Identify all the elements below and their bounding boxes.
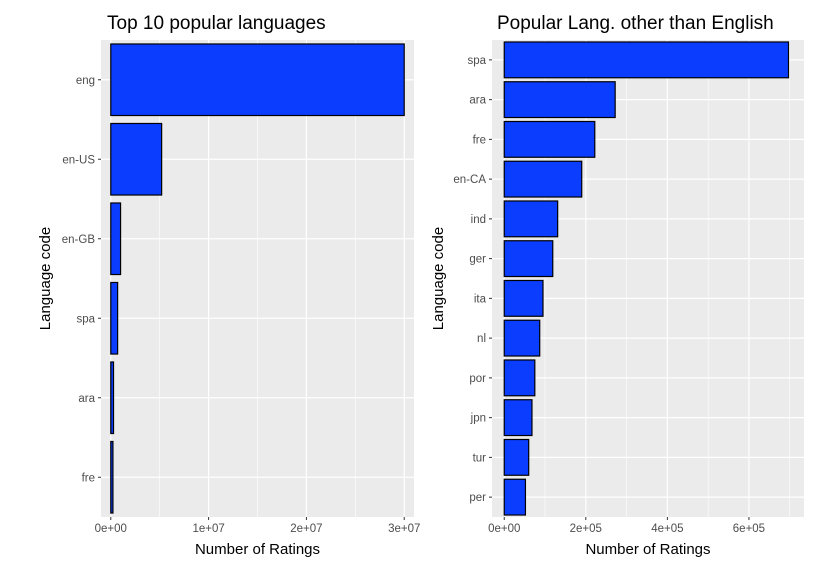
x-tick-label: 2e+05: [570, 523, 602, 535]
y-tick-label-en-gb: en-GB: [62, 234, 96, 246]
chart-panel-1: eng en-US en-GB spa ara fre 0e+00 1e+07 2e+07 3e+…: [37, 13, 420, 558]
bar-ger: [503, 240, 554, 278]
y-tick-label-per: per: [469, 492, 486, 504]
y-tick-label-ara: ara: [78, 393, 95, 405]
bar-en-gb: [110, 202, 122, 276]
bar-fre: [503, 120, 596, 158]
y-tick-label-spa: spa: [467, 55, 486, 67]
bar-ita: [503, 279, 544, 317]
y-tick-label-ita: ita: [474, 293, 487, 305]
bar-ara: [503, 81, 616, 119]
x-tick-label: 6e+05: [733, 523, 765, 535]
bar-fre: [110, 440, 114, 514]
y-tick-label-fre: fre: [473, 134, 486, 146]
y-tick-label-eng: eng: [76, 75, 95, 87]
bar-spa: [503, 41, 790, 79]
y-tick-label-ger: ger: [469, 254, 486, 266]
bar-ara: [110, 361, 115, 435]
y-axis-title: Language code: [430, 227, 447, 330]
x-axis-title: Number of Ratings: [585, 541, 710, 558]
plot-panel-background: [492, 40, 804, 517]
x-tick-label: 0e+00: [95, 523, 127, 535]
bar-per: [503, 478, 527, 516]
bar-en-ca: [503, 160, 583, 198]
y-tick-label-nl: nl: [477, 333, 486, 345]
chart-title: Top 10 popular languages: [107, 13, 326, 34]
y-tick-label-spa: spa: [76, 313, 95, 325]
y-tick-label-ind: ind: [471, 214, 486, 226]
y-tick-label-ara: ara: [469, 95, 486, 107]
bar-nl: [503, 319, 541, 357]
bar-ind: [503, 200, 559, 238]
x-tick-label: 3e+07: [388, 523, 420, 535]
x-axis-title: Number of Ratings: [195, 541, 320, 558]
chart-title: Popular Lang. other than English: [497, 13, 774, 34]
bar-jpn: [503, 399, 533, 437]
x-tick-label: 4e+05: [651, 523, 683, 535]
bar-tur: [503, 438, 530, 476]
y-tick-label-por: por: [469, 373, 486, 385]
bar-eng: [110, 43, 405, 117]
x-tick-label: 0e+00: [488, 523, 520, 535]
y-tick-label-tur: tur: [473, 452, 487, 464]
bar-spa: [110, 281, 119, 355]
x-tick-label: 2e+07: [290, 523, 322, 535]
y-axis-title: Language code: [37, 227, 54, 330]
y-tick-label-en-ca: en-CA: [453, 174, 486, 186]
bar-por: [503, 359, 536, 397]
y-tick-label-jpn: jpn: [470, 413, 486, 425]
y-tick-label-en-us: en-US: [62, 154, 95, 166]
bar-en-us: [110, 122, 163, 196]
chart-panel-2: spa ara fre en-CA ind ger ita nl por jpn tur per 0e+…: [430, 13, 804, 558]
y-tick-label-fre: fre: [82, 472, 95, 484]
x-tick-label: 1e+07: [192, 523, 224, 535]
